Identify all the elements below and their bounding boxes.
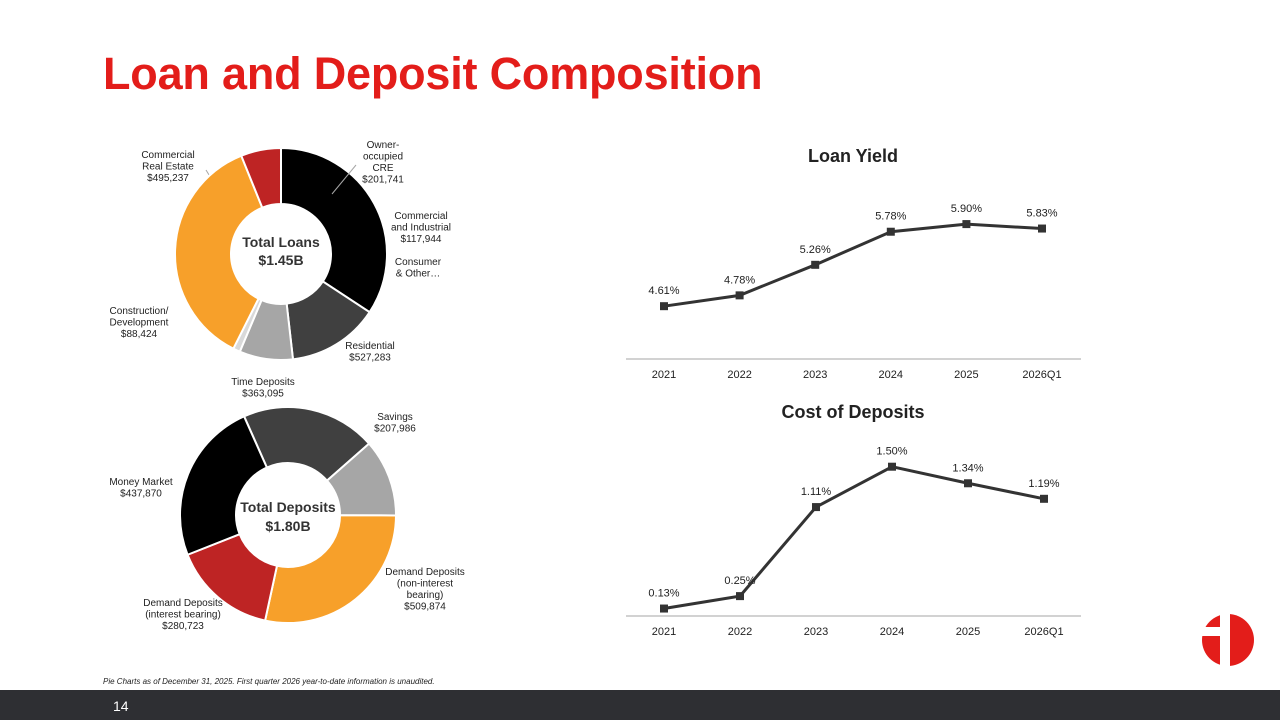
pie-slice	[180, 416, 267, 554]
donut-center-title: Total Loans	[242, 234, 320, 250]
data-point	[660, 302, 668, 310]
slice-label: Demand Deposits (non-interest bearing) $509…	[385, 567, 464, 613]
x-tick-label: 2026Q1	[1024, 626, 1063, 638]
slice-label: Time Deposits $363,095	[231, 377, 295, 400]
donut-center-value: $1.80B	[265, 518, 310, 534]
page-number: 14	[113, 698, 129, 714]
data-label: 5.26%	[800, 244, 831, 256]
loan-yield-chart: Loan Yield 4.61% 2021 4.78% 2022 5.26% 2023 5.7…	[626, 146, 1081, 381]
x-tick-label: 2021	[652, 626, 676, 638]
series-line	[664, 467, 1044, 609]
slice-label: Money Market $437,870	[109, 477, 173, 500]
data-label: 0.13%	[648, 588, 679, 600]
donut-center-title: Total Deposits	[240, 499, 336, 515]
data-label: 1.19%	[1028, 478, 1059, 490]
slice-label: Commercial Real Estate $495,237	[141, 150, 194, 184]
x-tick-label: 2022	[727, 369, 751, 381]
data-point	[887, 228, 895, 236]
slice-label: Owner-occupied CRE $201,741	[362, 140, 404, 186]
footnote: Pie Charts as of December 31, 2025. Firs…	[103, 677, 435, 686]
slice-label: Savings $207,986	[374, 412, 416, 435]
slice-label: Residential $527,283	[345, 341, 394, 364]
x-tick-label: 2024	[879, 369, 903, 381]
series-line	[664, 224, 1042, 306]
slice-label: Demand Deposits (interest bearing) $280,72…	[143, 598, 222, 632]
cost-of-deposits-chart: Cost of Deposits 0.13% 2021 0.25% 2022 1.11% 2…	[626, 402, 1081, 638]
data-label: 0.25%	[724, 575, 755, 587]
data-point	[660, 605, 668, 613]
data-point	[888, 463, 896, 471]
pie-slice	[281, 148, 387, 312]
data-label: 4.78%	[724, 274, 755, 286]
x-tick-label: 2022	[728, 626, 752, 638]
footer-bar: 14	[0, 690, 1280, 720]
slice-label: Consumer & Other…	[395, 257, 442, 280]
data-label: 4.61%	[648, 285, 679, 297]
x-tick-label: 2024	[880, 626, 904, 638]
data-label: 1.11%	[801, 486, 832, 498]
company-logo-icon	[1200, 612, 1256, 668]
data-point	[812, 503, 820, 511]
loans-donut-chart: Commercial Real Estate $495,237 Owner-occup…	[110, 140, 451, 364]
data-point	[736, 291, 744, 299]
x-tick-label: 2023	[803, 369, 827, 381]
line-chart-title: Loan Yield	[808, 146, 898, 166]
data-label: 5.78%	[875, 211, 906, 223]
data-point	[736, 592, 744, 600]
data-label: 5.83%	[1026, 208, 1057, 220]
x-tick-label: 2021	[652, 369, 676, 381]
x-tick-label: 2023	[804, 626, 828, 638]
slice-label: Commercial and Industrial $117,944	[391, 211, 451, 245]
data-label: 5.90%	[951, 203, 982, 215]
data-point	[1038, 225, 1046, 233]
x-tick-label: 2025	[954, 369, 978, 381]
charts-canvas: Commercial Real Estate $495,237 Owner-occup…	[0, 0, 1280, 690]
data-point	[964, 479, 972, 487]
slice-label: Construction/Development $88,424	[110, 306, 169, 340]
data-point	[962, 220, 970, 228]
data-label: 1.34%	[952, 462, 983, 474]
data-point	[1040, 495, 1048, 503]
donut-center-value: $1.45B	[258, 252, 303, 268]
data-label: 1.50%	[876, 446, 907, 458]
x-tick-label: 2025	[956, 626, 980, 638]
line-chart-title: Cost of Deposits	[781, 402, 924, 422]
x-tick-label: 2026Q1	[1022, 369, 1061, 381]
deposits-donut-chart: Time Deposits $363,095 Savings $207,986 Dema…	[109, 377, 464, 632]
data-point	[811, 261, 819, 269]
